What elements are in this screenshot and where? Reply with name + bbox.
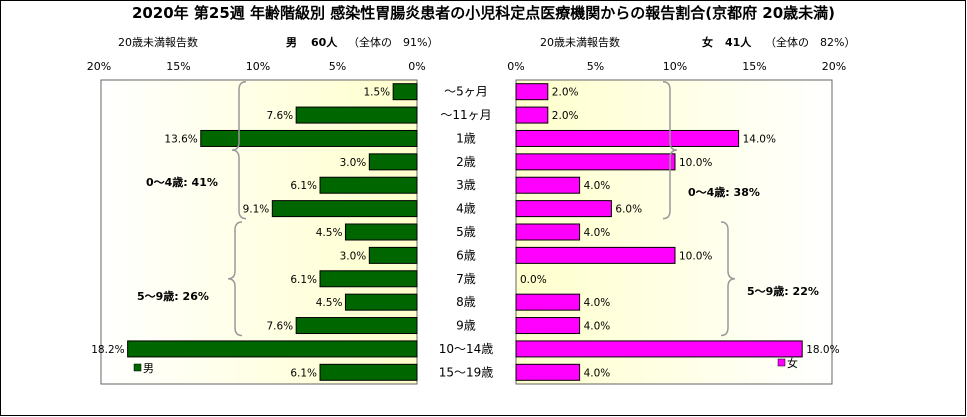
female-bar	[515, 176, 581, 194]
right-subheader: 20歳未満報告数	[540, 36, 620, 49]
female-bar	[515, 83, 549, 101]
female-data-label: 0.0%	[520, 274, 547, 286]
category-label: 10～14歳	[439, 342, 494, 356]
left-bracket-0-4	[231, 80, 247, 220]
male-bar	[200, 129, 418, 147]
female-bar	[515, 200, 612, 218]
chart-title: 2020年 第25週 年齢階級別 感染性胃腸炎患者の小児科定点医療機関からの報告…	[131, 4, 836, 22]
right-count: 41人	[725, 36, 752, 49]
female-legend-label: 女	[787, 356, 798, 370]
right-x-tick-label: 5%	[587, 60, 604, 73]
female-data-label: 2.0%	[552, 110, 579, 122]
male-data-label: 7.6%	[266, 321, 293, 333]
right-bracket-5-9	[720, 221, 736, 337]
left-x-tick-label: 5%	[329, 60, 346, 73]
right-sex-label: 女	[702, 36, 713, 49]
right-x-tick-label: 20%	[822, 60, 846, 73]
left-bracket-label-5-9: 5～9歳: 26%	[137, 289, 209, 303]
right-x-tick-label: 0%	[507, 60, 524, 73]
male-bar	[392, 83, 418, 101]
male-bar	[319, 176, 418, 194]
male-data-label: 3.0%	[340, 157, 367, 169]
female-bar	[515, 223, 581, 241]
male-legend-swatch	[133, 363, 142, 372]
left-share: （全体の 91%）	[348, 36, 439, 49]
male-data-label: 18.2%	[91, 344, 124, 356]
left-bracket-5-9	[227, 221, 243, 337]
category-label: 9歳	[456, 319, 476, 333]
male-data-label: 1.5%	[363, 87, 390, 99]
female-data-label: 14.0%	[743, 133, 776, 145]
male-legend-label: 男	[143, 362, 154, 375]
left-count: 60人	[311, 36, 338, 49]
female-data-label: 4.0%	[584, 321, 611, 333]
right-bracket-0-4	[662, 80, 678, 220]
category-label: 6歳	[456, 248, 476, 262]
category-label: 7歳	[456, 272, 476, 286]
male-bar	[368, 246, 418, 264]
left-x-tick-label: 15%	[166, 60, 190, 73]
category-label: 5歳	[456, 225, 476, 239]
male-data-label: 6.1%	[290, 274, 317, 286]
left-x-tick-label: 20%	[87, 60, 111, 73]
category-label: 4歳	[456, 202, 476, 216]
male-bar	[368, 153, 418, 171]
female-bar	[515, 340, 803, 358]
female-data-label: 10.0%	[679, 250, 712, 262]
left-sex-label: 男	[286, 36, 297, 49]
category-label: 1歳	[456, 131, 476, 145]
female-data-label: 4.0%	[584, 367, 611, 379]
male-bar	[127, 340, 418, 358]
female-bar	[515, 293, 581, 311]
male-data-label: 4.5%	[316, 297, 343, 309]
male-data-label: 13.6%	[164, 133, 197, 145]
female-data-label: 10.0%	[679, 157, 712, 169]
female-bar	[515, 106, 549, 124]
category-label: 3歳	[456, 178, 476, 192]
male-bar	[319, 270, 418, 288]
left-subheader: 20歳未満報告数	[118, 36, 198, 49]
female-data-label: 4.0%	[584, 180, 611, 192]
female-legend-swatch	[777, 358, 786, 367]
category-label: 15～19歳	[439, 365, 494, 379]
female-data-label: 4.0%	[584, 297, 611, 309]
male-data-label: 6.1%	[290, 367, 317, 379]
male-data-label: 3.0%	[340, 250, 367, 262]
left-bracket-label-0-4: 0～4歳: 41%	[146, 175, 218, 189]
female-bar	[515, 129, 740, 147]
male-bar	[319, 363, 418, 381]
category-label: 2歳	[456, 155, 476, 169]
male-bar	[295, 106, 418, 124]
left-x-tick-label: 0%	[408, 60, 425, 73]
male-bar	[295, 317, 418, 335]
female-bar	[515, 153, 676, 171]
category-label: 8歳	[456, 295, 476, 309]
female-data-label: 4.0%	[584, 227, 611, 239]
left-x-tick-label: 10%	[246, 60, 270, 73]
male-bar	[271, 200, 418, 218]
male-data-label: 9.1%	[243, 204, 270, 216]
female-bar	[515, 317, 581, 335]
right-share: （全体の 82%）	[765, 36, 856, 49]
male-bar	[344, 223, 418, 241]
category-label: ～5ヶ月	[444, 85, 488, 99]
right-bracket-label-0-4: 0～4歳: 38%	[688, 185, 760, 199]
female-data-label: 2.0%	[552, 87, 579, 99]
male-data-label: 7.6%	[266, 110, 293, 122]
male-data-label: 4.5%	[316, 227, 343, 239]
male-bar	[344, 293, 418, 311]
right-x-tick-label: 10%	[663, 60, 687, 73]
female-bar	[515, 246, 676, 264]
right-x-tick-label: 15%	[742, 60, 766, 73]
right-bracket-label-5-9: 5～9歳: 22%	[747, 284, 819, 298]
female-data-label: 6.0%	[615, 204, 642, 216]
category-label: ～11ヶ月	[440, 108, 491, 122]
male-data-label: 6.1%	[290, 180, 317, 192]
female-data-label: 18.0%	[806, 344, 839, 356]
female-bar	[515, 363, 581, 381]
